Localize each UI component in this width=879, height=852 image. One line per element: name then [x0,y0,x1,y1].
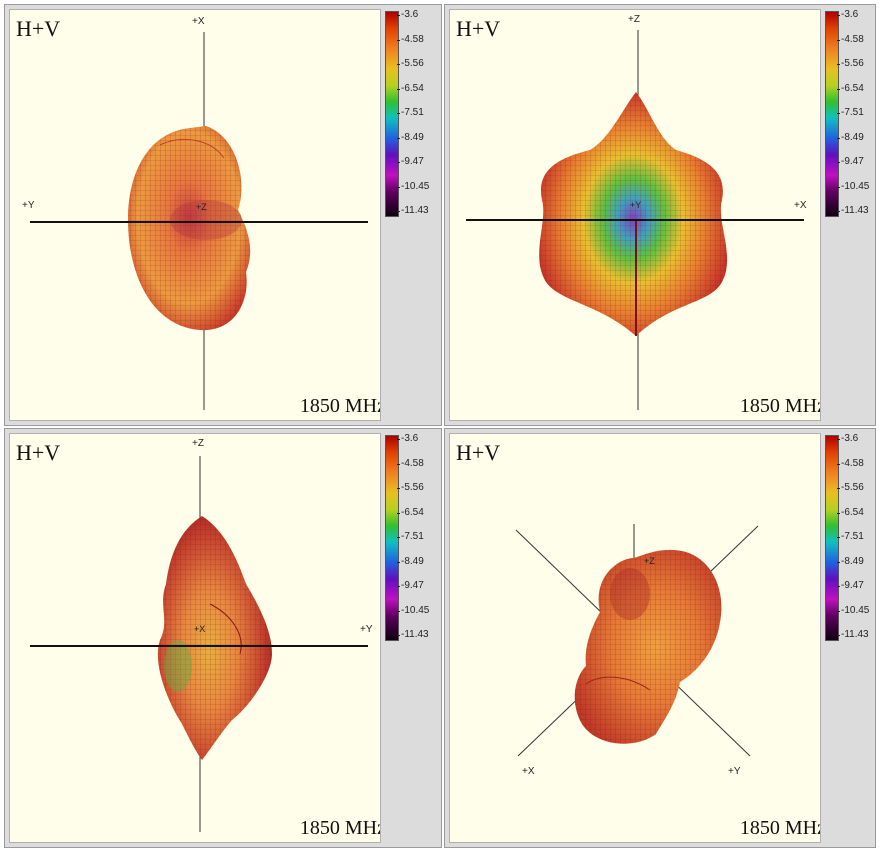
frequency-label: 1850 MHz [739,395,821,417]
colorbar-tick: -7.51 [837,107,864,118]
axis-label-center: +Z [644,556,655,566]
frequency-label: 1850 MHz [299,817,381,839]
colorbar-tick: -5.56 [837,58,864,69]
mode-label: H+V [456,16,501,41]
colorbar-ticks: -3.6 -4.58 -5.56 -6.54 -7.51 -8.49 -9.47… [836,7,879,219]
colorbar-tick: -8.49 [397,556,424,567]
colorbar-tick: -3.6 [836,9,859,20]
axis-label-bottom-left: +X [522,766,535,777]
colorbar-tick: -8.49 [837,556,864,567]
colorbar-tick: -4.58 [837,458,864,469]
axis-label-right: +X [794,200,807,211]
axis-label-left: +Y [22,200,35,211]
axis-label-top: +Z [628,14,640,25]
axis-label-center: +Y [630,200,641,210]
radiation-pattern-3d: +Z +Y +X [30,438,373,832]
plot-area: +X +Y +Z H+V 1850 MHz [9,9,381,421]
frequency-label: 1850 MHz [739,817,821,839]
colorbar-tick: -4.58 [397,458,424,469]
mode-label: H+V [16,440,61,465]
colorbar-tick: -10.45 [836,181,870,192]
colorbar-tick: -7.51 [397,531,424,542]
colorbar-tick: -8.49 [837,132,864,143]
axis-label-top: +X [192,16,205,27]
axis-label-center: +X [194,624,205,634]
colorbar [385,11,399,217]
frequency-label: 1850 MHz [299,395,381,417]
plot-area: +Z +Y +X H+V 1850 MHz [9,433,381,843]
radiation-pattern-3d: +X +Y +Z [22,16,368,410]
lobe-shape [157,516,272,760]
colorbar-tick: -11.43 [397,629,429,640]
colorbar-tick: -6.54 [397,83,424,94]
colorbar-tick: -11.43 [837,629,869,640]
mode-label: H+V [16,16,61,41]
colorbar [825,435,839,641]
pattern-panel-top-right: +Z +X +Y H+V 1850 MHz -3.6 -4.58 -5.56 -… [444,4,876,426]
colorbar-tick: -9.47 [397,156,424,167]
plot-area: +Z +X +Y H+V 1850 MHz [449,433,821,843]
colorbar-tick: -5.56 [397,58,424,69]
colorbar-tick: -6.54 [397,507,424,518]
lobe-shape [128,126,251,331]
colorbar-tick: -3.6 [396,433,419,444]
axis-label-right: +Y [360,624,373,635]
colorbar-tick: -11.43 [837,205,869,216]
colorbar-tick: -6.54 [837,83,864,94]
colorbar-tick: -3.6 [396,9,419,20]
colorbar-tick: -4.58 [397,34,424,45]
colorbar-tick: -9.47 [837,156,864,167]
colorbar-tick: -5.56 [837,482,864,493]
colorbar-tick: -7.51 [397,107,424,118]
colorbar-tick: -10.45 [836,605,870,616]
colorbar-ticks: -3.6 -4.58 -5.56 -6.54 -7.51 -8.49 -9.47… [396,431,441,643]
colorbar-ticks: -3.6 -4.58 -5.56 -6.54 -7.51 -8.49 -9.47… [396,7,441,219]
colorbar-tick: -4.58 [837,34,864,45]
mode-label: H+V [456,440,501,465]
colorbar-tick: -7.51 [837,531,864,542]
axis-label-center: +Z [196,202,207,212]
colorbar-tick: -11.43 [397,205,429,216]
colorbar-tick: -9.47 [837,580,864,591]
colorbar-tick: -10.45 [396,181,430,192]
lobe-shape [574,549,722,744]
radiation-pattern-3d: +Z +X +Y [515,524,759,777]
colorbar [385,435,399,641]
colorbar-tick: -9.47 [397,580,424,591]
axis-label-bottom-right: +Y [728,766,741,777]
colorbar-tick: -6.54 [837,507,864,518]
radiation-pattern-3d: +Z +X +Y [466,14,807,410]
colorbar-tick: -3.6 [836,433,859,444]
colorbar-tick: -5.56 [397,482,424,493]
colorbar-tick: -10.45 [396,605,430,616]
pattern-panel-bottom-left: +Z +Y +X H+V 1850 MHz -3.6 -4.58 -5.56 -… [4,428,442,848]
lobe-shape [539,92,728,336]
pattern-panel-bottom-right: +Z +X +Y H+V 1850 MHz -3.6 -4.58 -5.56 -… [444,428,876,848]
colorbar-ticks: -3.6 -4.58 -5.56 -6.54 -7.51 -8.49 -9.47… [836,431,879,643]
colorbar [825,11,839,217]
colorbar-tick: -8.49 [397,132,424,143]
plot-area: +Z +X +Y H+V 1850 MHz [449,9,821,421]
pattern-panel-top-left: +X +Y +Z H+V 1850 MHz -3.6 -4.58 -5.56 -… [4,4,442,426]
axis-label-top: +Z [192,438,204,449]
